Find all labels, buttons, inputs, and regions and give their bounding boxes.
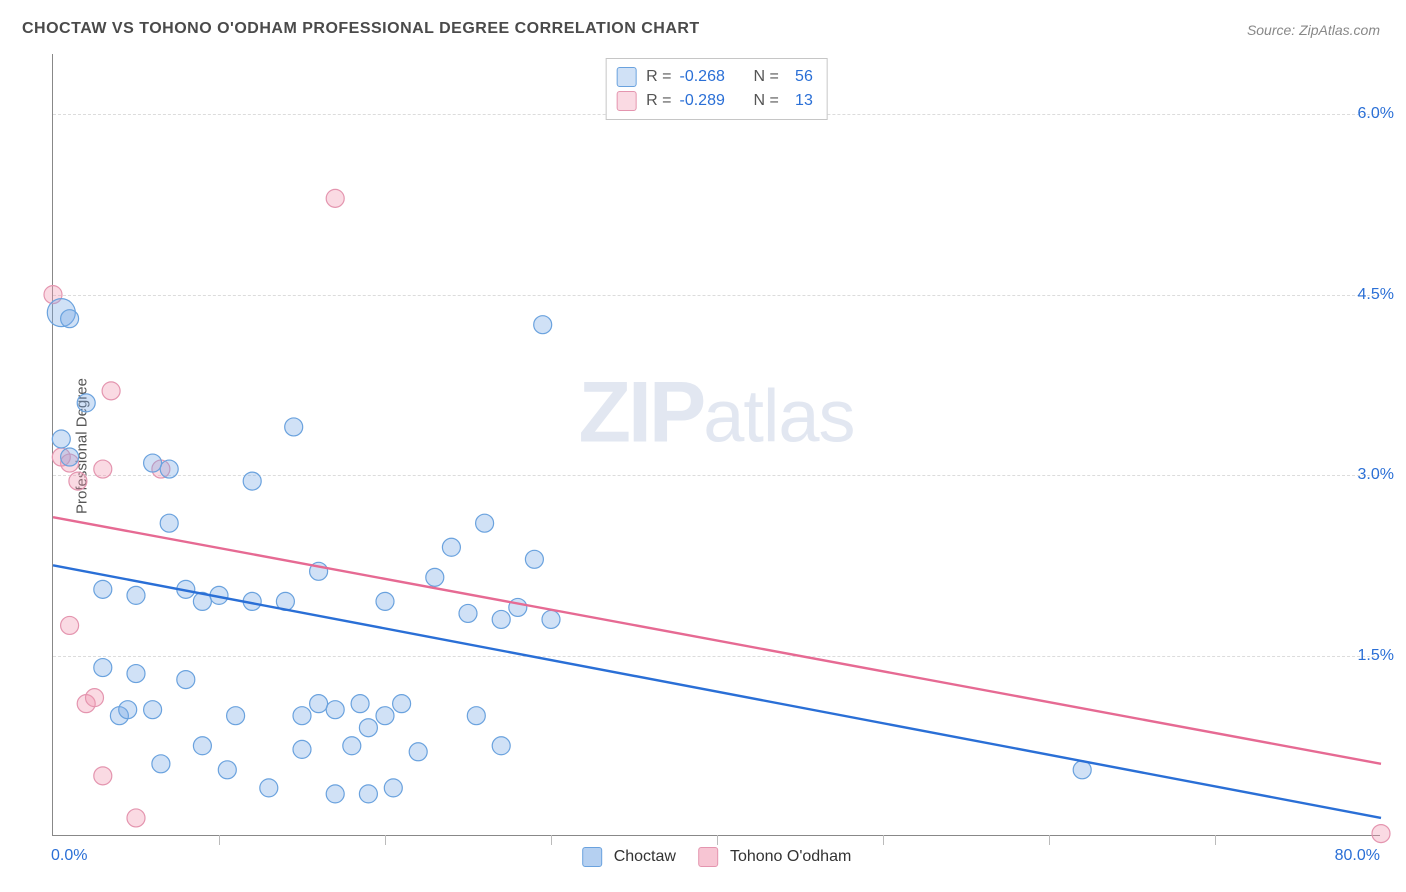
legend-r-key: R = bbox=[646, 92, 671, 110]
plot-area: ZIPatlas R =-0.268N =56R =-0.289N =13 Ch… bbox=[52, 54, 1380, 836]
data-point bbox=[293, 707, 311, 725]
data-point bbox=[152, 755, 170, 773]
data-point bbox=[86, 689, 104, 707]
x-tick-max: 80.0% bbox=[1335, 847, 1380, 865]
data-point bbox=[542, 610, 560, 628]
legend-row: R = -0.289 N = 13 bbox=[616, 89, 813, 113]
legend-swatch bbox=[616, 91, 636, 111]
source-name: ZipAtlas.com bbox=[1299, 22, 1380, 38]
data-point bbox=[326, 189, 344, 207]
data-point bbox=[61, 310, 79, 328]
data-point bbox=[127, 665, 145, 683]
y-tick-label: 3.0% bbox=[1358, 466, 1394, 484]
legend-r-value: -0.268 bbox=[680, 68, 738, 86]
data-point bbox=[376, 707, 394, 725]
data-point bbox=[476, 514, 494, 532]
source-label: Source: bbox=[1247, 22, 1295, 38]
legend-swatch bbox=[698, 847, 718, 867]
legend-n-value: 56 bbox=[787, 68, 813, 86]
legend-swatch bbox=[616, 67, 636, 87]
data-point bbox=[376, 592, 394, 610]
legend-r-key: R = bbox=[646, 68, 671, 86]
legend-row: R = -0.268 N = 56 bbox=[616, 65, 813, 89]
x-tick-mark bbox=[1049, 835, 1050, 845]
data-point bbox=[442, 538, 460, 556]
legend-item: Tohono O'odham bbox=[698, 847, 851, 867]
data-point bbox=[127, 809, 145, 827]
data-point bbox=[144, 701, 162, 719]
legend-n-key: N = bbox=[754, 68, 779, 86]
data-point bbox=[326, 701, 344, 719]
data-point bbox=[52, 430, 70, 448]
data-point bbox=[310, 695, 328, 713]
data-point bbox=[351, 695, 369, 713]
legend-swatch bbox=[582, 847, 602, 867]
y-tick-label: 6.0% bbox=[1358, 105, 1394, 123]
data-point bbox=[426, 568, 444, 586]
data-point bbox=[393, 695, 411, 713]
data-point bbox=[61, 616, 79, 634]
data-point bbox=[94, 659, 112, 677]
legend-label: Tohono O'odham bbox=[730, 848, 851, 866]
data-point bbox=[467, 707, 485, 725]
data-point bbox=[77, 394, 95, 412]
trend-line bbox=[53, 565, 1381, 818]
data-point bbox=[69, 472, 87, 490]
y-tick-label: 4.5% bbox=[1358, 286, 1394, 304]
data-point bbox=[94, 580, 112, 598]
legend-r-value: -0.289 bbox=[680, 92, 738, 110]
data-point bbox=[102, 382, 120, 400]
data-point bbox=[160, 460, 178, 478]
data-point bbox=[359, 785, 377, 803]
chart-svg bbox=[53, 54, 1380, 835]
data-point bbox=[1372, 825, 1390, 843]
x-tick-mark bbox=[883, 835, 884, 845]
x-tick-mark bbox=[385, 835, 386, 845]
data-point bbox=[409, 743, 427, 761]
data-point bbox=[193, 737, 211, 755]
data-point bbox=[326, 785, 344, 803]
data-point bbox=[227, 707, 245, 725]
legend-n-key: N = bbox=[754, 92, 779, 110]
data-point bbox=[144, 454, 162, 472]
x-tick-mark bbox=[1215, 835, 1216, 845]
data-point bbox=[343, 737, 361, 755]
data-point bbox=[492, 737, 510, 755]
data-point bbox=[459, 604, 477, 622]
y-tick-label: 1.5% bbox=[1358, 647, 1394, 665]
data-point bbox=[127, 586, 145, 604]
data-point bbox=[94, 767, 112, 785]
data-point bbox=[243, 472, 261, 490]
x-tick-mark bbox=[551, 835, 552, 845]
x-tick-mark bbox=[219, 835, 220, 845]
data-point bbox=[218, 761, 236, 779]
legend-n-value: 13 bbox=[787, 92, 813, 110]
series-legend: Choctaw Tohono O'odham bbox=[582, 847, 852, 867]
data-point bbox=[177, 671, 195, 689]
data-point bbox=[359, 719, 377, 737]
x-tick-min: 0.0% bbox=[51, 847, 87, 865]
correlation-legend: R = -0.268 N = 56 R = -0.289 N = 13 bbox=[605, 58, 828, 120]
data-point bbox=[285, 418, 303, 436]
trend-line bbox=[53, 517, 1381, 764]
data-point bbox=[260, 779, 278, 797]
data-point bbox=[384, 779, 402, 797]
legend-item: Choctaw bbox=[582, 847, 676, 867]
legend-label: Choctaw bbox=[614, 848, 676, 866]
data-point bbox=[534, 316, 552, 334]
x-tick-mark bbox=[717, 835, 718, 845]
source-attribution: Source: ZipAtlas.com bbox=[1247, 22, 1380, 38]
data-point bbox=[94, 460, 112, 478]
data-point bbox=[492, 610, 510, 628]
data-point bbox=[119, 701, 137, 719]
chart-title: CHOCTAW VS TOHONO O'ODHAM PROFESSIONAL D… bbox=[22, 20, 700, 38]
data-point bbox=[61, 448, 79, 466]
data-point bbox=[1073, 761, 1091, 779]
data-point bbox=[525, 550, 543, 568]
data-point bbox=[293, 740, 311, 758]
data-point bbox=[160, 514, 178, 532]
